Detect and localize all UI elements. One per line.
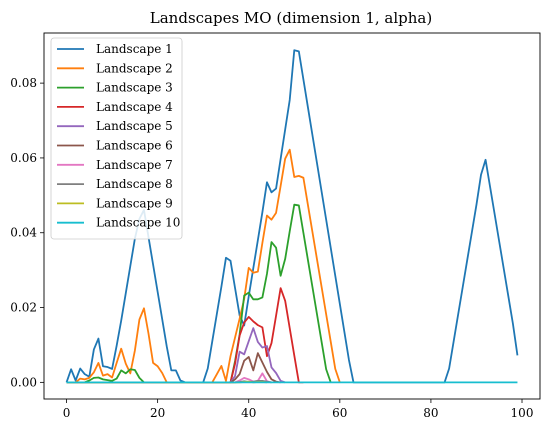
legend-label-landscape-4: Landscape 4 bbox=[96, 100, 173, 114]
legend-label-landscape-3: Landscape 3 bbox=[96, 81, 173, 95]
series-line-landscape-5 bbox=[66, 327, 286, 384]
y-tick-label: 0.02 bbox=[10, 301, 37, 315]
legend-label-landscape-6: Landscape 6 bbox=[96, 139, 173, 153]
legend: Landscape 1 Landscape 2 Landscape 3 Landsca… bbox=[50, 37, 183, 240]
x-tick-label: 40 bbox=[241, 406, 256, 420]
y-tick-label: 0.08 bbox=[10, 76, 37, 90]
legend-label-landscape-2: Landscape 2 bbox=[96, 61, 173, 75]
x-tick-label: 20 bbox=[150, 406, 165, 420]
chart-title: Landscapes MO (dimension 1, alpha) bbox=[150, 9, 432, 27]
x-tick-label: 60 bbox=[332, 406, 347, 420]
ticks-layer: 0 20 40 60 80 100 0.00 0.02 0.04 0.06 0.08 bbox=[10, 76, 533, 420]
legend-label-landscape-10: Landscape 10 bbox=[96, 216, 180, 230]
series-layer bbox=[65, 49, 519, 384]
series-line-landscape-2 bbox=[66, 148, 341, 384]
series-line-landscape-3 bbox=[66, 203, 332, 384]
legend-label-landscape-5: Landscape 5 bbox=[96, 119, 173, 133]
y-tick-label: 0.06 bbox=[10, 151, 37, 165]
axes-frame bbox=[43, 32, 541, 400]
x-tick-label: 0 bbox=[63, 406, 71, 420]
y-tick-label: 0.04 bbox=[10, 226, 37, 240]
series-line-landscape-4 bbox=[66, 287, 304, 384]
legend-label-landscape-7: Landscape 7 bbox=[96, 158, 173, 172]
x-tick-label: 100 bbox=[511, 406, 534, 420]
y-tick-label: 0.00 bbox=[10, 375, 37, 389]
series-line-landscape-1 bbox=[65, 49, 519, 384]
series-line-landscape-6 bbox=[66, 352, 281, 384]
legend-label-landscape-9: Landscape 9 bbox=[96, 196, 173, 210]
legend-label-landscape-8: Landscape 8 bbox=[96, 177, 173, 191]
x-tick-label: 80 bbox=[423, 406, 438, 420]
legend-label-landscape-1: Landscape 1 bbox=[96, 42, 173, 56]
